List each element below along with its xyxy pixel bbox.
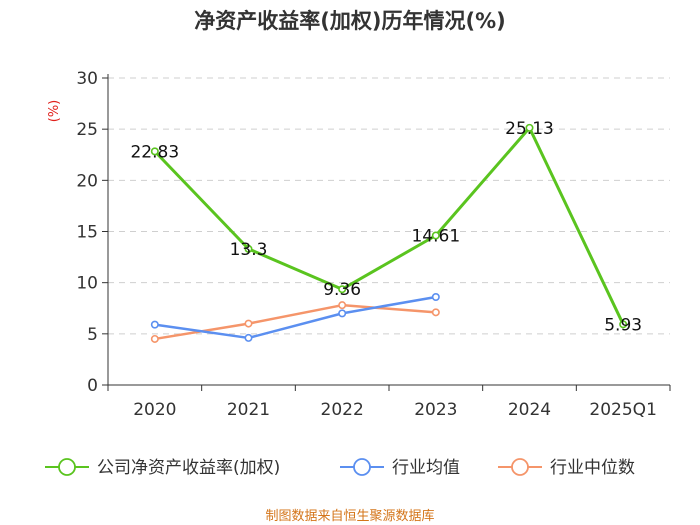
- data-labels: 22.83 13.3 9.36 14.61 25.13 5.93: [130, 119, 642, 335]
- series-1-point-2023: [433, 294, 439, 300]
- legend-label-0: 公司净资产收益率(加权): [97, 458, 280, 478]
- x-tick-label-2025Q1: 2025Q1: [589, 400, 656, 420]
- series-line-1: [155, 297, 436, 338]
- series-2-point-2022: [339, 302, 345, 308]
- legend: 公司净资产收益率(加权) 行业均值 行业中位数: [45, 458, 635, 478]
- x-tick-label-2023: 2023: [414, 400, 457, 420]
- y-tick-label-25: 25: [76, 120, 98, 140]
- source-note: 制图数据来自恒生聚源数据库: [265, 508, 434, 524]
- data-label-2023: 14.61: [411, 226, 460, 246]
- data-label-2020: 22.83: [130, 142, 179, 162]
- y-axis-unit: (%): [47, 100, 62, 123]
- legend-label-2: 行业中位数: [550, 458, 635, 478]
- series-2-point-2023: [433, 309, 439, 315]
- series-1-point-2022: [339, 310, 345, 316]
- series-2-point-2020: [152, 336, 158, 342]
- y-tick-label-20: 20: [76, 171, 98, 191]
- y-tick-label-15: 15: [76, 223, 98, 243]
- grid-lines: [108, 78, 670, 334]
- x-tick-label-2024: 2024: [508, 400, 551, 420]
- x-tick-label-2021: 2021: [227, 400, 270, 420]
- data-label-2021: 13.3: [230, 240, 268, 260]
- legend-label-1: 行业均值: [392, 458, 460, 478]
- series-line-0: [155, 128, 623, 324]
- x-tick-label-2020: 2020: [133, 400, 176, 420]
- legend-marker-2: [512, 459, 528, 475]
- chart-title: 净资产收益率(加权)历年情况(%): [194, 9, 505, 33]
- y-tick-label-10: 10: [76, 274, 98, 294]
- axes: 0 5 10 15 20 25 30 2020 2021 2022 2023 2024 2025Q1: [76, 69, 670, 420]
- data-label-2025Q1: 5.93: [604, 315, 642, 335]
- legend-marker-0: [59, 459, 75, 475]
- y-tick-label-5: 5: [87, 325, 98, 345]
- data-label-2024: 25.13: [505, 119, 554, 139]
- series-2-point-2021: [245, 320, 251, 326]
- series-1-point-2020: [152, 321, 158, 327]
- y-tick-label-0: 0: [87, 376, 98, 396]
- roe-chart: 净资产收益率(加权)历年情况(%) (%) 0 5 10 15 20 25 30 2020 20…: [0, 0, 700, 525]
- legend-marker-1: [354, 459, 370, 475]
- series-1-point-2021: [245, 335, 251, 341]
- x-tick-label-2022: 2022: [321, 400, 364, 420]
- series-group: [152, 125, 627, 343]
- data-label-2022: 9.36: [323, 280, 361, 300]
- y-tick-label-30: 30: [76, 69, 98, 89]
